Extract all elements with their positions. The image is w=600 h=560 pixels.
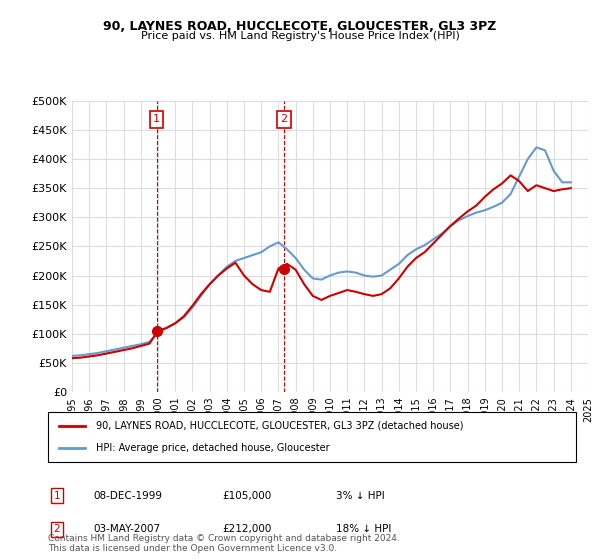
Text: 18% ↓ HPI: 18% ↓ HPI	[336, 524, 391, 534]
FancyBboxPatch shape	[48, 412, 576, 462]
Text: 90, LAYNES ROAD, HUCCLECOTE, GLOUCESTER, GL3 3PZ (detached house): 90, LAYNES ROAD, HUCCLECOTE, GLOUCESTER,…	[95, 421, 463, 431]
Text: £212,000: £212,000	[222, 524, 271, 534]
Text: 3% ↓ HPI: 3% ↓ HPI	[336, 491, 385, 501]
Text: 1: 1	[153, 114, 160, 124]
Text: 1: 1	[53, 491, 61, 501]
Text: 2: 2	[53, 524, 61, 534]
Text: 2: 2	[281, 114, 287, 124]
Text: £105,000: £105,000	[222, 491, 271, 501]
Text: 08-DEC-1999: 08-DEC-1999	[93, 491, 162, 501]
Text: Price paid vs. HM Land Registry's House Price Index (HPI): Price paid vs. HM Land Registry's House …	[140, 31, 460, 41]
Text: Contains HM Land Registry data © Crown copyright and database right 2024.
This d: Contains HM Land Registry data © Crown c…	[48, 534, 400, 553]
Text: 03-MAY-2007: 03-MAY-2007	[93, 524, 160, 534]
Text: HPI: Average price, detached house, Gloucester: HPI: Average price, detached house, Glou…	[95, 443, 329, 453]
Text: 90, LAYNES ROAD, HUCCLECOTE, GLOUCESTER, GL3 3PZ: 90, LAYNES ROAD, HUCCLECOTE, GLOUCESTER,…	[103, 20, 497, 32]
